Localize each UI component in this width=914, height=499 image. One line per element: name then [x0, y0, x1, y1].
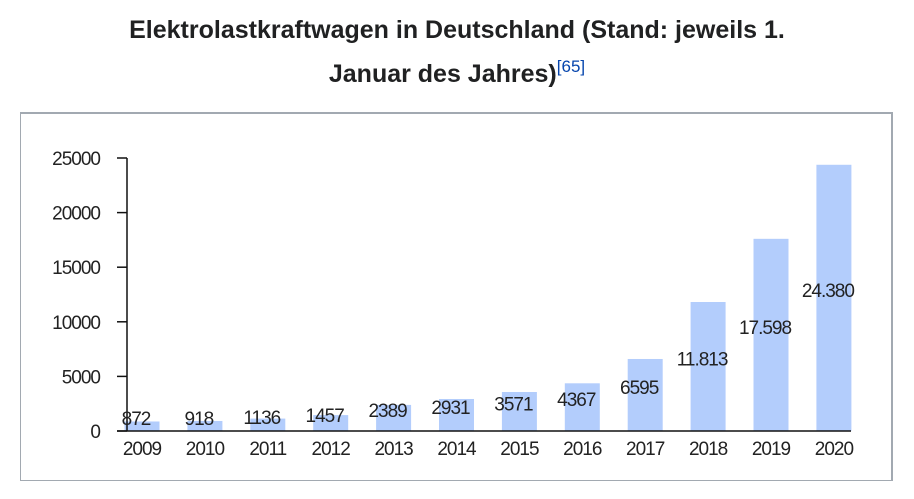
data-label: 24.380 — [802, 281, 855, 302]
data-label: 872 — [122, 409, 151, 430]
y-tick-label: 5000 — [62, 367, 101, 388]
y-tick-label: 15000 — [52, 258, 100, 279]
data-label: 6595 — [620, 378, 659, 399]
x-tick-label: 2015 — [500, 439, 539, 460]
title-line-2: Januar des Jahres) — [328, 60, 557, 88]
x-tick-label: 2012 — [312, 439, 351, 460]
data-label: 1136 — [243, 408, 280, 429]
bar-2009 — [124, 421, 160, 431]
data-label: 2931 — [431, 398, 470, 419]
x-tick-label: 2014 — [437, 439, 477, 460]
x-tick-label: 2019 — [752, 439, 791, 460]
bar-2019 — [753, 238, 789, 431]
bar-2014 — [439, 398, 474, 431]
data-label: 918 — [185, 409, 214, 430]
x-tick-label: 2013 — [374, 439, 413, 460]
chart-title: Elektrolastkraftwagen in Deutschland (St… — [0, 8, 914, 96]
bar-2020 — [816, 164, 852, 432]
bar-2010 — [187, 420, 223, 431]
bar-2017 — [627, 358, 663, 431]
data-label: 11.813 — [677, 350, 728, 371]
data-label: 1457 — [306, 406, 345, 427]
bar-2015 — [501, 392, 537, 431]
x-tick-label: 2009 — [123, 439, 162, 460]
data-label: 4367 — [557, 390, 596, 411]
data-label: 17.598 — [739, 318, 792, 339]
y-tick-label: 10000 — [52, 313, 100, 334]
x-tick-label: 2016 — [563, 439, 602, 460]
bar-2011 — [250, 418, 286, 431]
title-line-1: Elektrolastkraftwagen in Deutschland (St… — [129, 16, 785, 44]
data-label: 2389 — [368, 401, 407, 422]
x-tick-label: 2017 — [626, 439, 665, 460]
x-tick-label: 2010 — [186, 439, 225, 460]
chart-frame — [20, 112, 893, 481]
bar-2016 — [564, 383, 600, 431]
bar-2018 — [690, 302, 726, 431]
y-tick-label: 0 — [90, 422, 100, 443]
bar-2013 — [376, 404, 412, 431]
y-tick-label: 20000 — [52, 204, 100, 225]
reference-link[interactable]: [65] — [556, 57, 586, 76]
y-tick-label: 25000 — [52, 149, 100, 170]
x-tick-label: 2020 — [815, 439, 854, 460]
data-label: 3571 — [494, 395, 533, 416]
x-tick-label: 2018 — [689, 439, 728, 460]
x-tick-label: 2011 — [249, 439, 286, 460]
bar-2012 — [313, 415, 349, 431]
